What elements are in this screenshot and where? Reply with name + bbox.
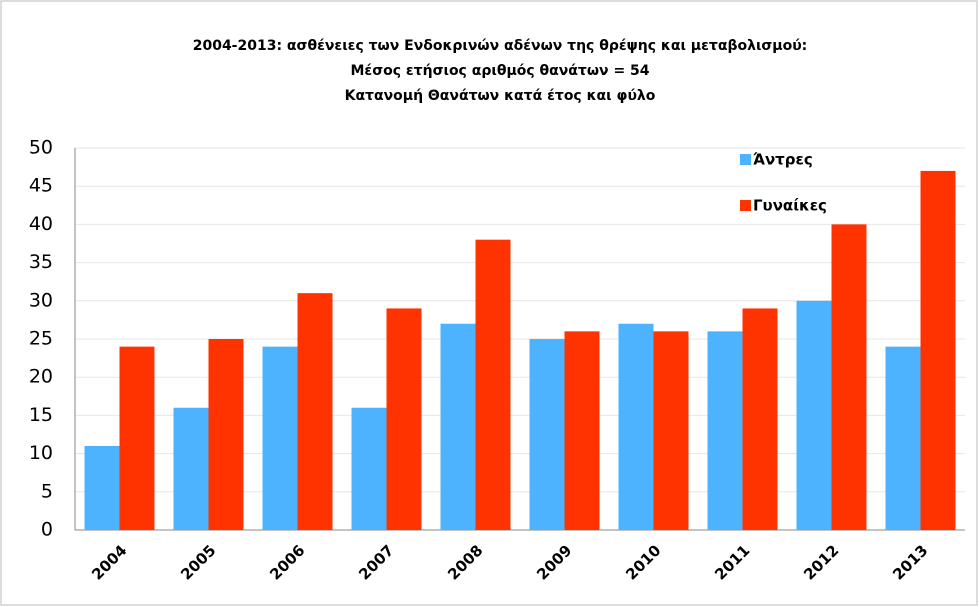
bar — [653, 331, 689, 530]
y-tick-label: 5 — [41, 480, 53, 502]
y-tick-label: 40 — [29, 213, 53, 235]
bar — [351, 407, 387, 530]
bar — [920, 170, 956, 531]
chart-title: Κατανομή Θανάτων κατά έτος και φύλο — [345, 88, 656, 104]
bar — [173, 407, 209, 530]
bar — [119, 346, 155, 530]
y-tick-label: 25 — [29, 328, 53, 350]
legend-swatch — [740, 154, 751, 165]
bar — [564, 331, 600, 530]
bar — [707, 331, 743, 530]
legend-label: Γυναίκες — [753, 197, 827, 215]
y-tick-label: 50 — [29, 137, 53, 159]
bar — [742, 308, 778, 530]
bar — [885, 346, 921, 530]
legend-swatch — [740, 200, 751, 211]
bar — [796, 300, 832, 530]
bar — [529, 339, 565, 530]
bar — [84, 445, 120, 530]
bar — [440, 323, 476, 530]
y-tick-label: 45 — [29, 175, 53, 197]
bar — [831, 224, 867, 530]
bar — [262, 346, 298, 530]
bar — [618, 323, 654, 530]
chart-title: 2004-2013: ασθένειες των Ενδοκρινών αδέν… — [193, 38, 808, 54]
y-tick-label: 35 — [29, 251, 53, 273]
legend-label: Άντρες — [753, 151, 813, 169]
y-tick-label: 0 — [41, 519, 53, 541]
y-tick-label: 30 — [29, 289, 53, 311]
y-tick-label: 15 — [29, 404, 53, 426]
bar — [386, 308, 422, 530]
bar — [297, 293, 333, 530]
y-tick-label: 10 — [29, 442, 53, 464]
y-tick-label: 20 — [29, 366, 53, 388]
bar — [208, 339, 244, 530]
bar — [475, 239, 511, 530]
chart-title: Μέσος ετήσιος αριθμός θανάτων = 54 — [350, 63, 649, 79]
